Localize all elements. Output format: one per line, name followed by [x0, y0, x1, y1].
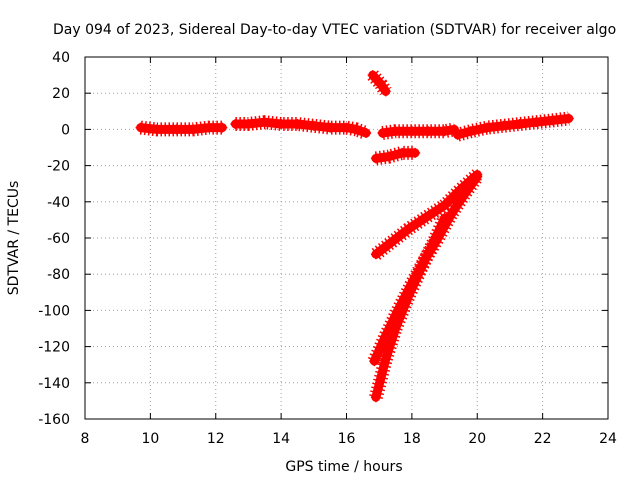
series-arc-6: [452, 111, 574, 142]
y-axis-label: SDTVAR / TECUs: [6, 181, 22, 296]
data-point: [292, 118, 303, 129]
y-tick-label: 40: [52, 50, 70, 66]
data-point: [375, 79, 386, 90]
data-point: [276, 118, 287, 129]
data-point: [308, 120, 319, 131]
series-markers: [139, 120, 223, 137]
data-point: [403, 223, 414, 234]
series-arc-1: [135, 120, 228, 137]
series-markers: [374, 145, 416, 166]
series-markers: [235, 115, 369, 140]
data-point: [498, 120, 509, 131]
data-point: [370, 153, 381, 164]
series-arc-5: [370, 145, 421, 166]
data-point: [472, 171, 483, 182]
data-point: [459, 189, 470, 200]
data-point: [341, 122, 352, 133]
x-tick-label: 22: [534, 431, 552, 447]
y-tick-label: 20: [52, 86, 70, 102]
data-point: [439, 126, 450, 137]
y-tick-label: -160: [38, 412, 70, 428]
data-point: [187, 124, 198, 135]
data-point: [547, 115, 558, 126]
data-point: [390, 126, 401, 137]
x-tick-label: 14: [272, 431, 290, 447]
data-point: [429, 234, 440, 245]
series-arc-9: [369, 213, 451, 403]
y-tick-label: 0: [61, 122, 70, 138]
data-point: [410, 147, 421, 158]
y-tick-label: -60: [47, 231, 70, 247]
data-point: [230, 118, 241, 129]
chart-title: Day 094 of 2023, Sidereal Day-to-day VTE…: [53, 22, 616, 38]
data-point: [406, 126, 417, 137]
grid: [85, 57, 608, 419]
data-point: [387, 236, 398, 247]
data-point: [135, 122, 146, 133]
data-point: [452, 129, 463, 140]
y-tick-label: -80: [47, 267, 70, 283]
x-tick-label: 8: [81, 431, 90, 447]
data-point: [380, 86, 391, 97]
data-point: [439, 200, 450, 211]
data-point: [369, 356, 380, 367]
x-axis-label: GPS time / hours: [285, 459, 402, 475]
data-point: [419, 213, 430, 224]
y-tick-label: -20: [47, 159, 70, 175]
y-tick-label: -140: [38, 376, 70, 392]
series-arc-3: [367, 70, 392, 97]
data-point: [465, 126, 476, 137]
data-point: [325, 122, 336, 133]
data-point: [367, 70, 378, 81]
y-tick-label: -100: [38, 303, 70, 319]
data-point: [563, 113, 574, 124]
data-point: [204, 122, 215, 133]
x-tick-label: 10: [141, 431, 159, 447]
data-point: [370, 392, 381, 403]
data-point: [383, 151, 394, 162]
data-point: [377, 128, 388, 139]
data-point: [423, 126, 434, 137]
data-point: [361, 128, 372, 139]
x-tick-label: 20: [468, 431, 486, 447]
y-tick-label: -40: [47, 195, 70, 211]
data-point: [514, 118, 525, 129]
data-point: [403, 290, 414, 301]
series-arc-4: [377, 122, 460, 140]
data-series: [135, 70, 574, 403]
series-arc-2: [230, 115, 372, 140]
series-arc-7: [370, 169, 483, 260]
data-point: [217, 122, 228, 133]
axis-ticks: 8 10 12 14 16 18 20 22 24 40 20 0 -20 -40 -60 -80 -100 -1…: [38, 50, 617, 447]
data-point: [439, 213, 450, 224]
data-point: [351, 124, 362, 135]
x-tick-label: 16: [338, 431, 356, 447]
data-point: [397, 147, 408, 158]
data-point: [482, 122, 493, 133]
data-point: [531, 117, 542, 128]
data-point: [416, 261, 427, 272]
data-point: [446, 209, 457, 220]
data-point: [243, 118, 254, 129]
data-point: [370, 249, 381, 260]
data-point: [259, 117, 270, 128]
x-tick-label: 24: [599, 431, 617, 447]
x-tick-label: 18: [403, 431, 421, 447]
data-point: [380, 354, 391, 365]
data-point: [390, 323, 401, 334]
x-tick-label: 12: [207, 431, 225, 447]
y-tick-label: -120: [38, 340, 70, 356]
data-point: [171, 124, 182, 135]
data-point: [151, 124, 162, 135]
